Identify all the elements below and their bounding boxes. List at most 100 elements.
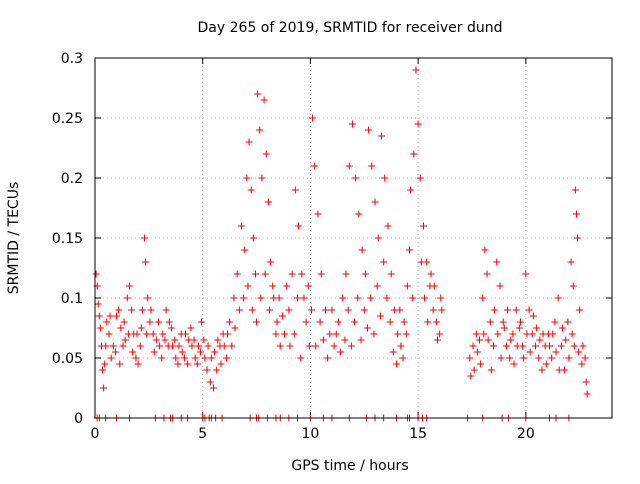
data-point — [133, 330, 141, 338]
data-point — [134, 360, 142, 368]
data-point — [569, 282, 577, 290]
data-point — [95, 312, 103, 320]
y-tick-label: 0.2 — [61, 171, 83, 187]
data-point — [513, 342, 521, 350]
y-axis-label: SRMTID / TECUs — [6, 182, 22, 295]
data-point — [506, 354, 514, 362]
data-point — [143, 330, 151, 338]
data-point — [420, 222, 428, 230]
data-point — [240, 294, 248, 302]
data-point — [317, 270, 325, 278]
data-point — [434, 336, 442, 344]
data-point — [272, 330, 280, 338]
data-point — [174, 360, 182, 368]
data-point — [520, 354, 528, 362]
data-point — [579, 342, 587, 350]
data-point — [490, 342, 498, 350]
data-point — [244, 282, 252, 290]
data-point — [295, 222, 303, 230]
x-tick-label: 5 — [198, 426, 207, 442]
data-point — [223, 330, 231, 338]
data-point — [332, 330, 340, 338]
data-point — [253, 318, 261, 326]
data-point — [552, 348, 560, 356]
data-point — [500, 324, 508, 332]
data-point — [348, 120, 356, 128]
x-tick-label: 20 — [517, 426, 535, 442]
data-point — [507, 336, 515, 344]
data-point — [264, 198, 272, 206]
data-point — [469, 342, 477, 350]
plot-frame — [94, 57, 613, 419]
data-point — [438, 306, 446, 314]
data-point — [479, 294, 487, 302]
data-point — [314, 210, 322, 218]
data-point — [536, 336, 544, 344]
data-point — [562, 336, 570, 344]
data-point — [412, 66, 420, 74]
data-point — [102, 342, 110, 350]
data-point — [334, 318, 342, 326]
data-point — [305, 342, 313, 350]
data-point — [470, 366, 478, 374]
data-point — [487, 366, 495, 374]
data-point — [496, 282, 504, 290]
data-point — [466, 354, 474, 362]
data-point — [146, 318, 154, 326]
data-point — [152, 336, 160, 344]
data-point — [371, 198, 379, 206]
data-point — [106, 312, 114, 320]
data-point — [269, 282, 277, 290]
data-point — [396, 306, 404, 314]
data-point — [397, 342, 405, 350]
data-point — [237, 222, 245, 230]
data-point — [429, 306, 437, 314]
x-tick-label: 0 — [91, 426, 100, 442]
y-axis-ticks: 0 0.05 0.1 0.15 0.2 0.25 0.3 — [52, 51, 612, 427]
data-point — [235, 306, 243, 314]
data-point — [115, 306, 123, 314]
data-point — [516, 318, 524, 326]
x-axis-label: GPS time / hours — [291, 458, 408, 474]
data-point — [138, 306, 146, 314]
data-point — [96, 324, 104, 332]
data-point — [467, 372, 475, 380]
data-point — [525, 306, 533, 314]
data-point — [565, 354, 573, 362]
data-point — [187, 324, 195, 332]
data-point — [539, 330, 547, 338]
data-point — [267, 258, 275, 266]
y-tick-label: 0.3 — [61, 51, 83, 67]
data-point — [381, 174, 389, 182]
data-point — [330, 342, 338, 350]
data-point — [554, 294, 562, 302]
data-point — [214, 336, 222, 344]
data-point — [177, 330, 185, 338]
data-point — [361, 270, 369, 278]
data-point — [249, 234, 257, 242]
data-point — [351, 318, 359, 326]
data-point — [304, 282, 312, 290]
data-point — [99, 366, 107, 374]
data-point — [367, 294, 375, 302]
data-point — [337, 348, 345, 356]
data-point — [399, 354, 407, 362]
data-point — [251, 270, 259, 278]
data-point — [570, 342, 578, 350]
data-point — [156, 342, 164, 350]
data-point — [290, 330, 298, 338]
data-point — [121, 336, 129, 344]
data-point — [222, 354, 230, 362]
data-point — [430, 282, 438, 290]
data-point — [197, 348, 205, 356]
data-point — [276, 342, 284, 350]
data-point — [298, 270, 306, 278]
data-point — [248, 306, 256, 314]
data-point — [137, 324, 145, 332]
data-point — [522, 270, 530, 278]
data-point — [578, 360, 586, 368]
x-tick-label: 15 — [409, 426, 427, 442]
data-point — [403, 282, 411, 290]
data-point — [360, 306, 368, 314]
